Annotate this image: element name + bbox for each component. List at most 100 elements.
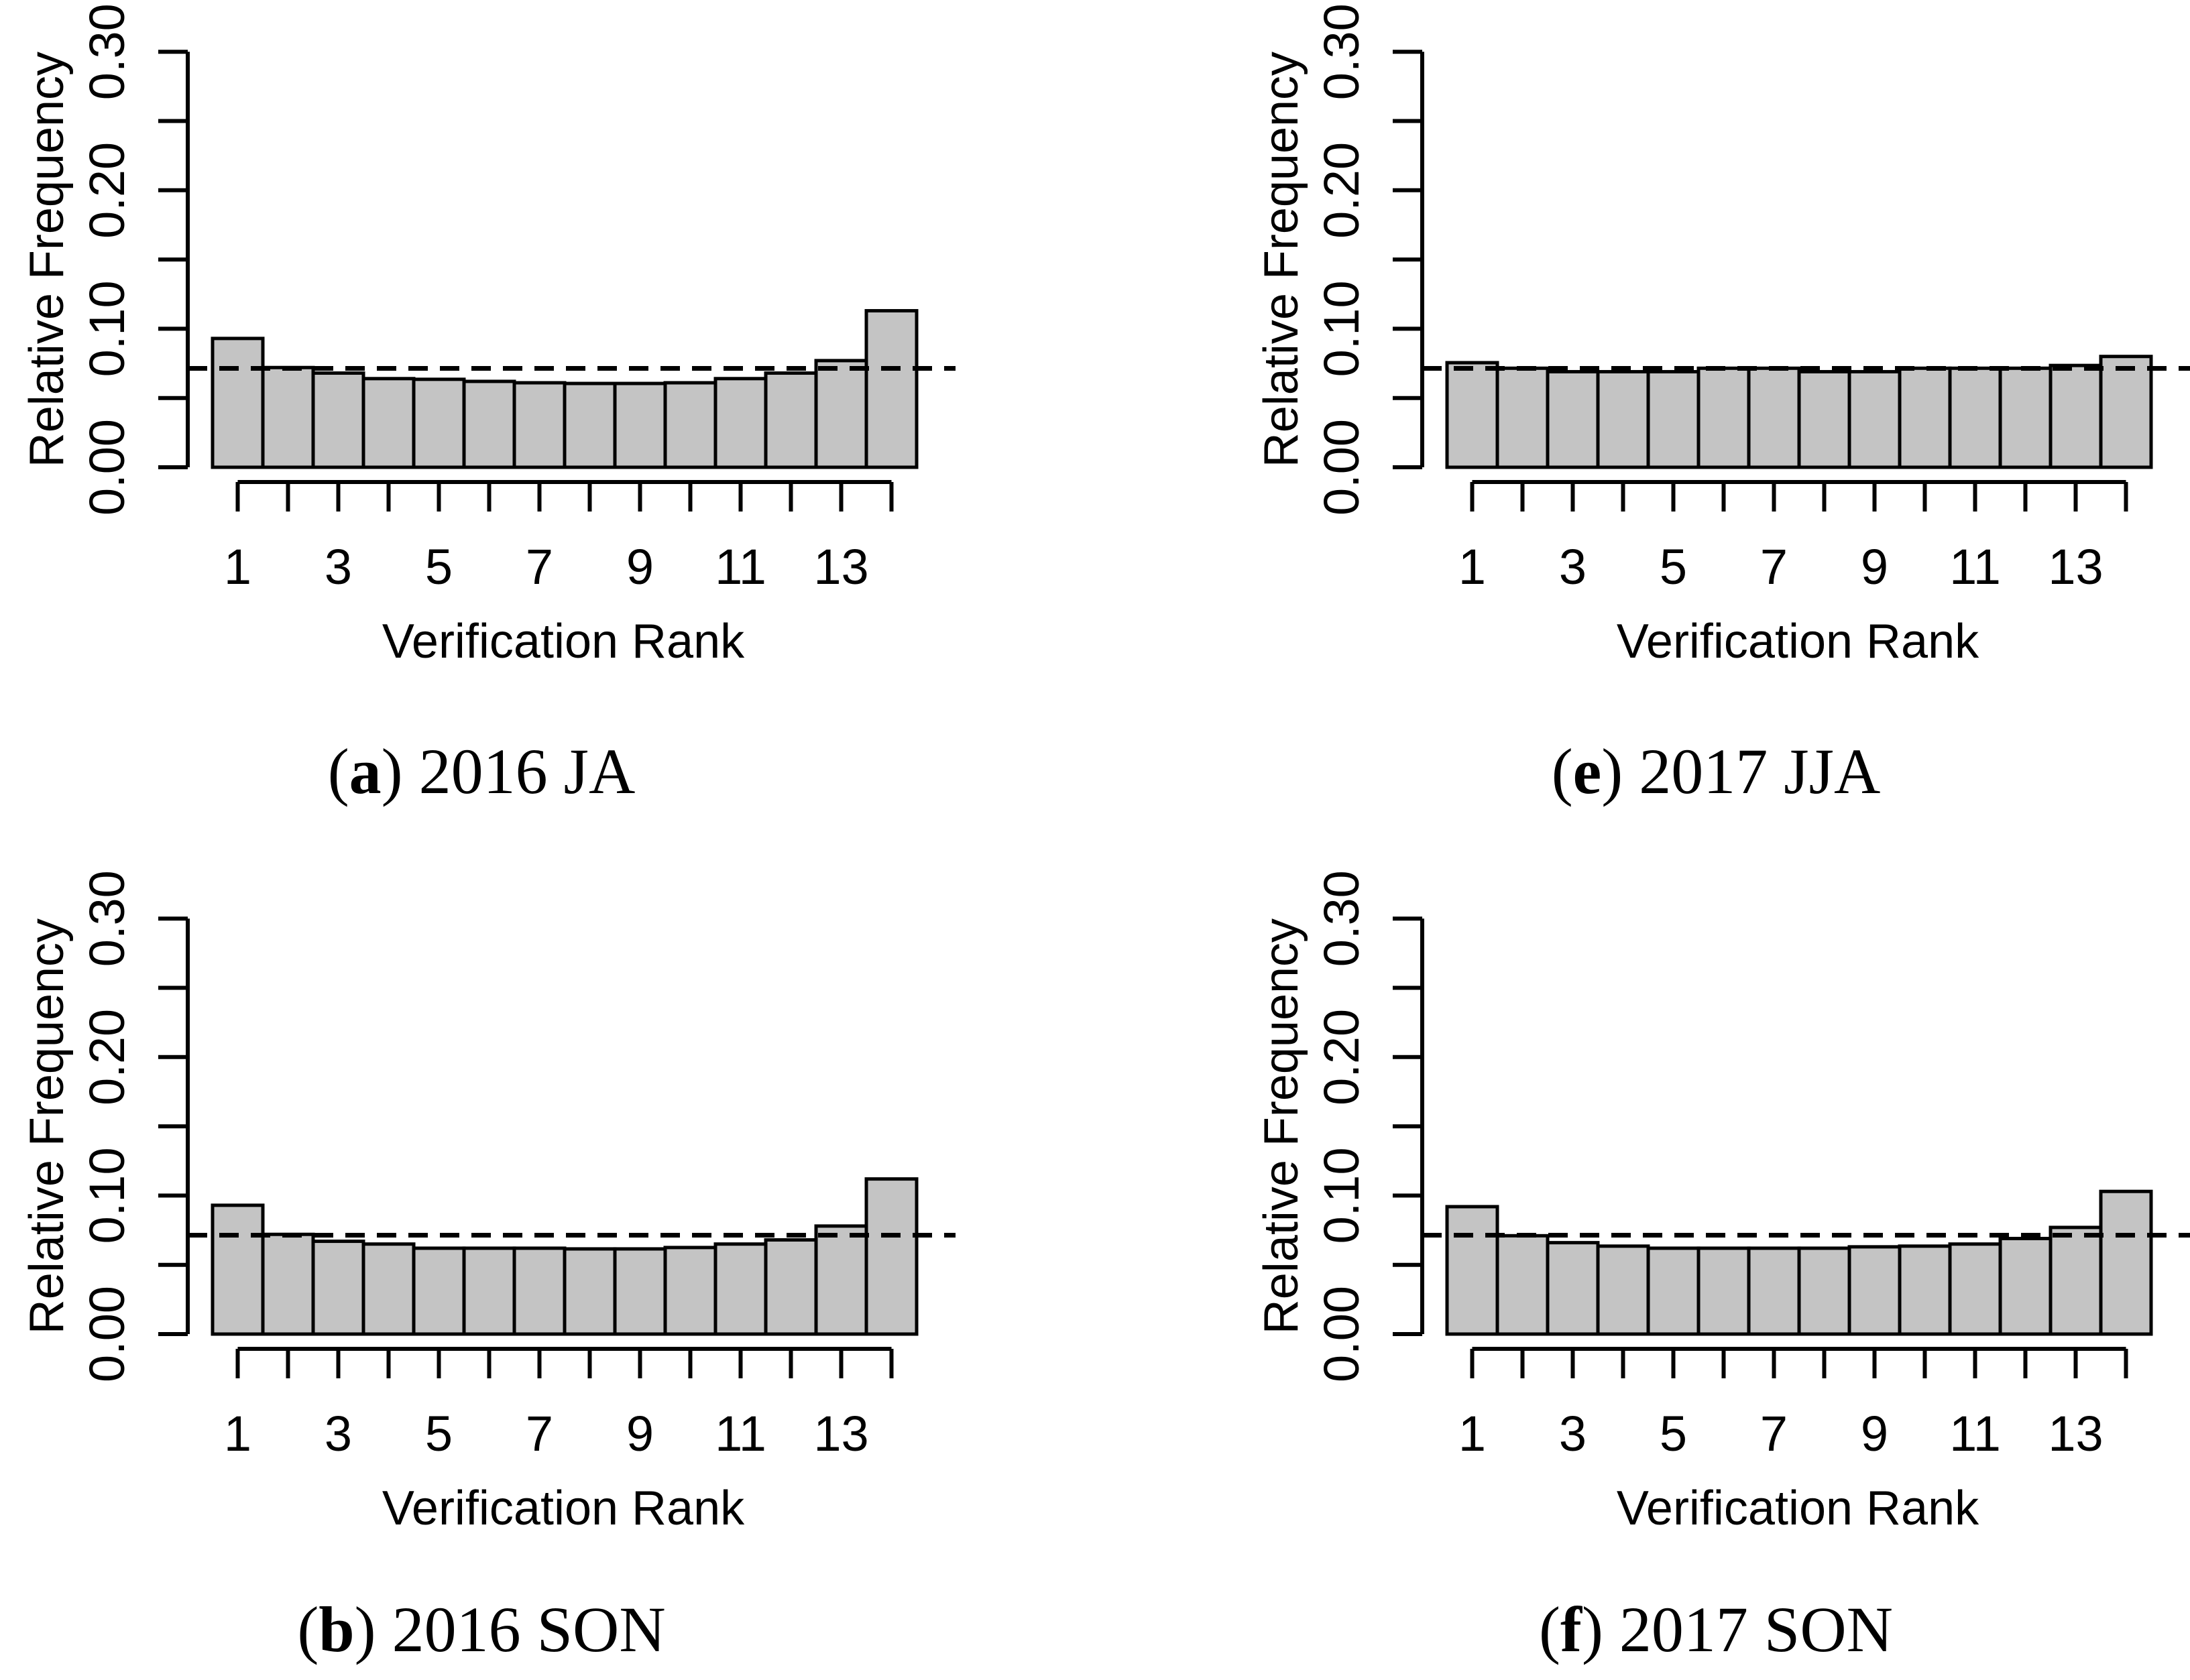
y-tick-label: 0.00	[1314, 1286, 1369, 1382]
bar-rank-8	[1797, 369, 1851, 469]
panel-e: 0.00 0.10 0.20 0.30 Relative Frequency 1 3 5 7 9 1…	[1095, 0, 2190, 840]
y-axis-title: Relative Frequency	[20, 52, 74, 467]
bar-rank-14	[864, 309, 919, 469]
y-tick-label: 0.30	[79, 3, 135, 100]
x-tick-label: 5	[1660, 1406, 1687, 1461]
x-tick-label: 3	[325, 1406, 352, 1461]
bar-rank-5	[412, 1246, 466, 1336]
panel-caption-a: (a) 2016 JA	[79, 734, 884, 808]
x-tick-label: 7	[526, 1406, 553, 1461]
bar-rank-1	[1445, 361, 1499, 469]
y-tick-label: 0.00	[1314, 419, 1369, 516]
bar-rank-4	[361, 1242, 416, 1336]
bar-rank-10	[663, 381, 717, 469]
bar-rank-5	[1646, 369, 1701, 469]
caption-letter: b	[319, 1594, 355, 1665]
bar-rank-14	[2099, 355, 2153, 469]
caption-open-paren: (	[1539, 1594, 1560, 1665]
x-tick-label: 11	[1949, 539, 2001, 595]
bar-rank-6	[462, 1246, 516, 1336]
x-tick-label: 5	[1660, 539, 1687, 595]
bar-rank-6	[462, 379, 516, 469]
bar-rank-10	[1898, 366, 1952, 469]
y-tick-label: 0.10	[79, 280, 135, 377]
caption-letter: f	[1560, 1594, 1582, 1665]
bar-rank-4	[361, 377, 416, 469]
panel-f: 0.00 0.10 0.20 0.30 Relative Frequency 1 3 5 7 9 1…	[1095, 840, 2190, 1680]
x-axis-title: Verification Rank	[382, 1482, 745, 1535]
bar-rank-5	[1646, 1246, 1701, 1336]
x-tick-label: 13	[813, 539, 868, 595]
bar-rank-1	[211, 1203, 265, 1336]
x-tick-label: 11	[715, 1406, 766, 1461]
panel-caption-e: (e) 2017 JJA	[1314, 734, 2118, 808]
x-tick-label: 13	[2048, 1406, 2103, 1461]
bar-rank-3	[311, 371, 365, 469]
caption-text: 2017 SON	[1619, 1594, 1893, 1665]
bar-rank-9	[1847, 1245, 1902, 1336]
caption-letter: e	[1572, 735, 1602, 807]
y-axis-title: Relative Frequency	[20, 918, 74, 1334]
y-tick-label: 0.10	[79, 1147, 135, 1244]
x-tick-label: 1	[1458, 539, 1486, 595]
bar-rank-12	[1998, 366, 2053, 469]
y-axis-title: Relative Frequency	[1255, 918, 1308, 1334]
bar-rank-8	[1797, 1246, 1851, 1336]
bar-rank-2	[1495, 1234, 1550, 1336]
x-tick-label: 3	[1559, 1406, 1587, 1461]
x-tick-label: 7	[1760, 1406, 1788, 1461]
panel-caption-f: (f) 2017 SON	[1314, 1592, 2118, 1667]
y-tick-label: 0.20	[1314, 1009, 1369, 1105]
bar-rank-3	[311, 1240, 365, 1336]
bar-rank-3	[1546, 1241, 1600, 1336]
x-tick-label: 9	[1861, 1406, 1888, 1461]
bar-rank-1	[1445, 1205, 1499, 1336]
x-tick-label: 3	[325, 539, 352, 595]
bar-rank-7	[512, 381, 567, 469]
caption-close-paren: )	[1601, 735, 1623, 807]
bar-rank-3	[1546, 369, 1600, 469]
bar-rank-1	[211, 337, 265, 469]
y-axis-title: Relative Frequency	[1255, 52, 1308, 467]
caption-open-paren: (	[327, 735, 349, 807]
bar-rank-11	[713, 1242, 768, 1336]
caption-text: 2016 JA	[418, 735, 636, 807]
y-tick-label: 0.30	[79, 870, 135, 967]
bar-rank-8	[563, 1247, 617, 1336]
x-tick-label: 1	[224, 539, 251, 595]
x-tick-label: 7	[1760, 539, 1788, 595]
x-tick-label: 1	[224, 1406, 251, 1461]
caption-close-paren: )	[354, 1594, 376, 1665]
bar-rank-12	[764, 371, 818, 469]
caption-text: 2017 JJA	[1639, 735, 1881, 807]
bar-rank-6	[1696, 1246, 1751, 1336]
x-tick-label: 1	[1458, 1406, 1486, 1461]
caption-close-paren: )	[1581, 1594, 1603, 1665]
panel-b: 0.00 0.10 0.20 0.30 Relative Frequency 1 3 5 7 9 1…	[0, 840, 1095, 1680]
bar-rank-9	[613, 381, 667, 469]
x-axis-title: Verification Rank	[1617, 1482, 1979, 1535]
bar-rank-14	[864, 1177, 919, 1336]
bar-rank-5	[412, 377, 466, 469]
x-tick-label: 7	[526, 539, 553, 595]
caption-letter: a	[349, 735, 382, 807]
x-tick-label: 13	[2048, 539, 2103, 595]
y-tick-label: 0.10	[1314, 280, 1369, 377]
x-tick-label: 3	[1559, 539, 1587, 595]
bar-rank-7	[512, 1246, 567, 1336]
y-tick-label: 0.20	[1314, 142, 1369, 239]
caption-text: 2016 SON	[392, 1594, 666, 1665]
x-tick-label: 9	[1861, 539, 1888, 595]
bar-rank-4	[1596, 1244, 1650, 1336]
bar-rank-12	[1998, 1236, 2053, 1336]
x-tick-label: 9	[626, 1406, 654, 1461]
bar-rank-4	[1596, 369, 1650, 469]
caption-open-paren: (	[297, 1594, 319, 1665]
x-tick-label: 13	[813, 1406, 868, 1461]
bar-rank-14	[2099, 1189, 2153, 1336]
x-tick-label: 5	[425, 1406, 453, 1461]
y-tick-label: 0.00	[79, 419, 135, 516]
